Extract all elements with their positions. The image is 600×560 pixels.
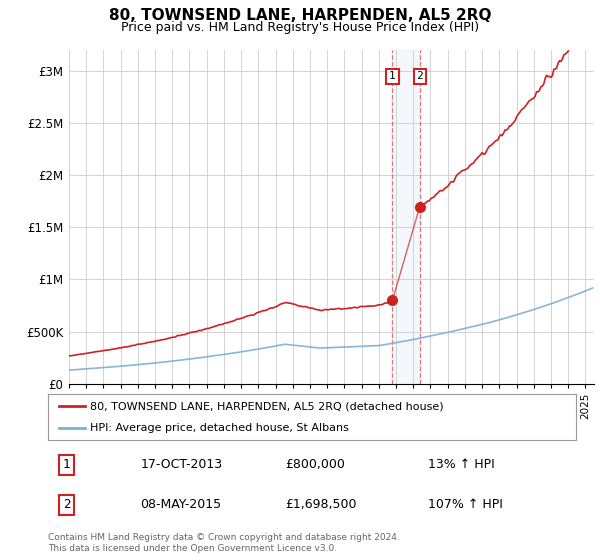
- Bar: [392, 50, 420, 384]
- Text: 1: 1: [63, 459, 70, 472]
- Text: 2: 2: [63, 498, 70, 511]
- Text: HPI: Average price, detached house, St Albans: HPI: Average price, detached house, St A…: [90, 423, 349, 433]
- Text: 13% ↑ HPI: 13% ↑ HPI: [428, 459, 495, 472]
- Text: 80, TOWNSEND LANE, HARPENDEN, AL5 2RQ (detached house): 80, TOWNSEND LANE, HARPENDEN, AL5 2RQ (d…: [90, 401, 444, 411]
- Text: Contains HM Land Registry data © Crown copyright and database right 2024.
This d: Contains HM Land Registry data © Crown c…: [48, 533, 400, 553]
- Text: £800,000: £800,000: [286, 459, 346, 472]
- Text: 107% ↑ HPI: 107% ↑ HPI: [428, 498, 503, 511]
- Text: Price paid vs. HM Land Registry's House Price Index (HPI): Price paid vs. HM Land Registry's House …: [121, 21, 479, 34]
- Text: 1: 1: [389, 72, 396, 81]
- Text: 08-MAY-2015: 08-MAY-2015: [140, 498, 221, 511]
- Text: 80, TOWNSEND LANE, HARPENDEN, AL5 2RQ: 80, TOWNSEND LANE, HARPENDEN, AL5 2RQ: [109, 8, 491, 24]
- Text: £1,698,500: £1,698,500: [286, 498, 357, 511]
- Text: 17-OCT-2013: 17-OCT-2013: [140, 459, 223, 472]
- Text: 2: 2: [416, 72, 423, 81]
